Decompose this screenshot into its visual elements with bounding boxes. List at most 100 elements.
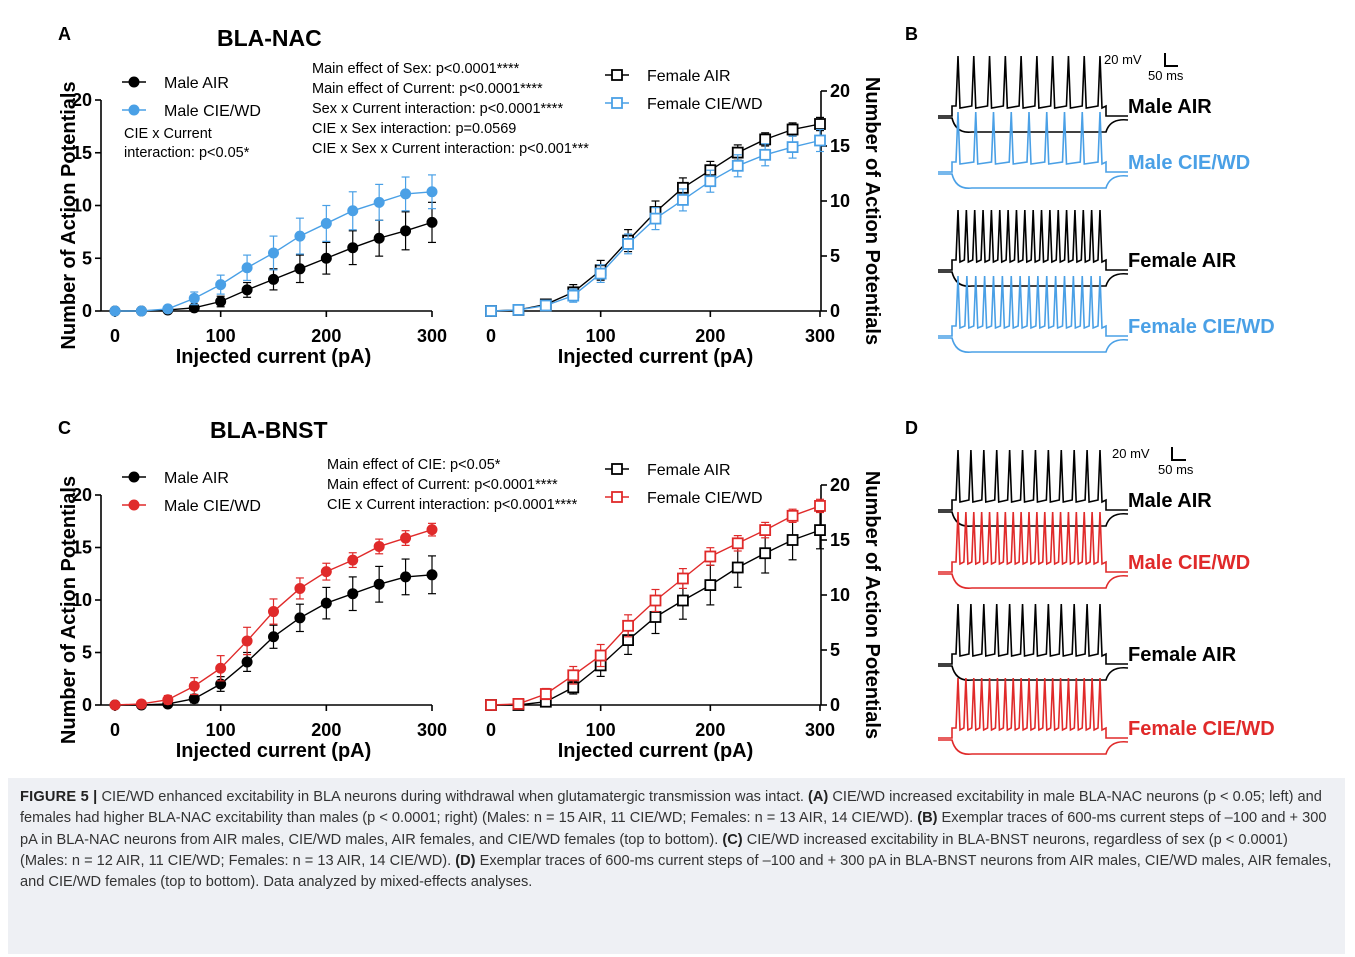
- x-axis-label: Injected current (pA): [558, 346, 754, 368]
- data-point: [649, 212, 662, 225]
- trace-hyperpolarizing: [938, 573, 1129, 590]
- data-point: [268, 631, 279, 643]
- scale-bar-d-lines: [1171, 447, 1186, 461]
- y-axis-label: Number of Action Potentials: [861, 77, 883, 345]
- data-point: [594, 267, 607, 280]
- y-tick-label: 20: [72, 90, 92, 110]
- x-tick-label: 300: [417, 326, 447, 346]
- data-point: [320, 597, 332, 609]
- y-tick-label: 0: [82, 695, 92, 715]
- data-point: [320, 217, 332, 229]
- scale-bar-b-lines: [1164, 53, 1178, 67]
- y-tick-label: 0: [830, 301, 840, 321]
- stat-annotation: CIE x Current: [124, 126, 212, 142]
- trace-hyperpolarizing: [938, 739, 1129, 756]
- data-point: [268, 247, 279, 259]
- trace-label: Male CIE/WD: [1128, 152, 1250, 174]
- data-point: [241, 262, 253, 274]
- data-point: [188, 292, 200, 304]
- y-tick-label: 5: [82, 643, 92, 663]
- legend-marker: [128, 471, 140, 483]
- data-point: [188, 693, 200, 705]
- x-tick-label: 200: [695, 720, 725, 740]
- trace-depolarizing: [938, 55, 1128, 117]
- x-tick-label: 200: [695, 326, 725, 346]
- data-point: [373, 232, 385, 244]
- data-point: [373, 196, 385, 208]
- stat-annotation: interaction: p<0.05*: [124, 145, 250, 161]
- scale-bar-d-voltage: 20 mV: [1112, 446, 1150, 461]
- panel-letter-d: D: [905, 418, 918, 438]
- legend-label: Female CIE/WD: [647, 96, 763, 113]
- data-point: [814, 499, 826, 512]
- trace-depolarizing: [938, 449, 1128, 511]
- y-tick-label: 15: [830, 136, 850, 156]
- data-point: [594, 649, 607, 662]
- data-point: [786, 141, 799, 154]
- data-point: [759, 524, 772, 536]
- caption-d-label: (D): [455, 852, 476, 869]
- y-tick-label: 0: [82, 301, 92, 321]
- data-point: [109, 305, 121, 317]
- data-point: [814, 118, 826, 130]
- trace-depolarizing: [938, 111, 1128, 173]
- trace-d-male-air: Male AIR: [938, 449, 1212, 528]
- data-point: [400, 571, 412, 583]
- data-point: [622, 619, 634, 632]
- data-point: [294, 230, 306, 242]
- x-tick-label: 200: [311, 720, 341, 740]
- data-point: [759, 148, 772, 161]
- y-tick-label: 0: [830, 695, 840, 715]
- caption-d-text: Exemplar traces of 600-ms current steps …: [20, 852, 1332, 891]
- trace-d-male-cie: Male CIE/WD: [938, 511, 1250, 590]
- y-tick-label: 5: [830, 246, 840, 266]
- data-point: [539, 299, 552, 312]
- data-point: [567, 289, 580, 302]
- y-tick-label: 10: [72, 196, 92, 216]
- series-male-air: [109, 555, 438, 711]
- y-tick-label: 5: [830, 640, 840, 660]
- legend-marker: [611, 463, 623, 475]
- panel-title-bla-nac: BLA-NAC: [217, 25, 322, 51]
- data-point: [512, 303, 525, 316]
- x-axis-label: Injected current (pA): [558, 740, 754, 762]
- data-point: [731, 537, 744, 550]
- data-point: [677, 594, 689, 607]
- stat-annotation: Sex x Current interaction: p<0.0001****: [312, 101, 563, 117]
- stat-annotation: CIE x Sex x Current interaction: p<0.001…: [312, 141, 589, 157]
- series-female-cie-wd: [485, 128, 826, 317]
- data-point: [135, 305, 147, 317]
- series-female-cie-wd: [485, 498, 826, 711]
- legend-marker: [128, 104, 140, 116]
- trace-b-female-air: Female AIR: [938, 209, 1237, 288]
- y-tick-label: 10: [830, 585, 850, 605]
- y-axis-label: Number of Action Potentials: [58, 81, 80, 349]
- trace-d-female-cie: Female CIE/WD: [938, 677, 1275, 756]
- data-point: [426, 569, 438, 581]
- data-point: [294, 612, 306, 624]
- panel-letter-a: A: [58, 24, 71, 44]
- data-point: [567, 669, 580, 682]
- data-point: [649, 594, 662, 607]
- trace-label: Female AIR: [1128, 644, 1237, 666]
- y-tick-label: 10: [72, 590, 92, 610]
- y-tick-label: 10: [830, 191, 850, 211]
- trace-hyperpolarizing: [938, 117, 1129, 134]
- stat-annotation: Main effect of Sex: p<0.0001****: [312, 61, 520, 77]
- series-male-cie-wd: [109, 522, 438, 711]
- legend-label: Male CIE/WD: [164, 103, 261, 120]
- data-point: [677, 193, 689, 206]
- data-point: [426, 186, 438, 198]
- y-tick-label: 15: [830, 530, 850, 550]
- stat-annotation: Main effect of Current: p<0.0001****: [312, 81, 543, 97]
- data-point: [294, 582, 306, 594]
- x-tick-label: 300: [417, 720, 447, 740]
- data-point: [215, 279, 227, 291]
- trace-hyperpolarizing: [938, 337, 1129, 354]
- legend-label: Female AIR: [647, 462, 731, 479]
- panel-title-bla-bnst: BLA-BNST: [210, 417, 328, 443]
- trace-b-male-cie: Male CIE/WD: [938, 111, 1250, 190]
- data-point: [135, 698, 147, 710]
